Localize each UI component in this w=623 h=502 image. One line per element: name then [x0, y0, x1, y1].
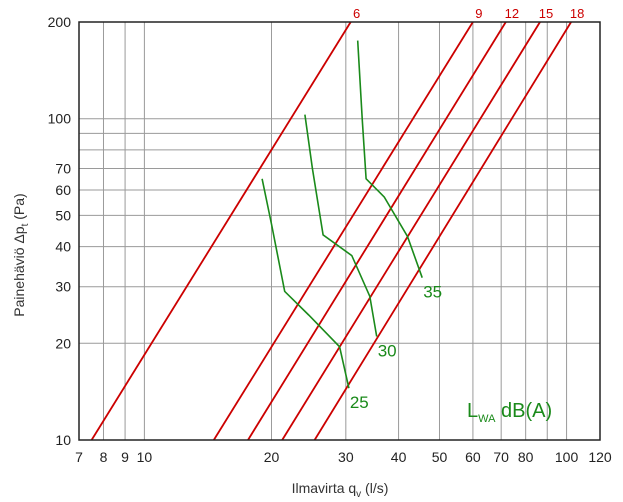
- y-tick-label: 50: [55, 207, 71, 223]
- x-tick-label: 10: [137, 449, 153, 465]
- y-tick-label: 40: [55, 239, 71, 255]
- diameter-label-12: 12: [505, 6, 519, 21]
- diameter-label-15: 15: [539, 6, 553, 21]
- x-tick-label: 80: [518, 449, 534, 465]
- y-tick-label: 60: [55, 182, 71, 198]
- sound-label-35: 35: [423, 283, 442, 302]
- y-tick-label: 20: [55, 335, 71, 351]
- y-tick-label: 10: [55, 432, 71, 448]
- y-tick-label: 30: [55, 279, 71, 295]
- x-tick-label: 8: [100, 449, 108, 465]
- x-tick-label: 60: [465, 449, 481, 465]
- sound-label-25: 25: [350, 393, 369, 412]
- x-tick-label: 9: [121, 449, 129, 465]
- y-tick-label: 70: [55, 160, 71, 176]
- x-tick-label: 20: [264, 449, 280, 465]
- x-tick-label: 120: [588, 449, 612, 465]
- diameter-label-9: 9: [475, 6, 482, 21]
- x-tick-label: 40: [391, 449, 407, 465]
- x-tick-label: 30: [338, 449, 354, 465]
- y-tick-label: 100: [48, 111, 72, 127]
- x-tick-label: 70: [493, 449, 509, 465]
- x-tick-label: 7: [75, 449, 83, 465]
- y-tick-label: 200: [48, 14, 72, 30]
- diameter-label-18: 18: [570, 6, 584, 21]
- diameter-label-6: 6: [353, 6, 360, 21]
- x-tick-label: 50: [432, 449, 448, 465]
- sound-label-30: 30: [378, 341, 397, 360]
- x-tick-label: 100: [555, 449, 579, 465]
